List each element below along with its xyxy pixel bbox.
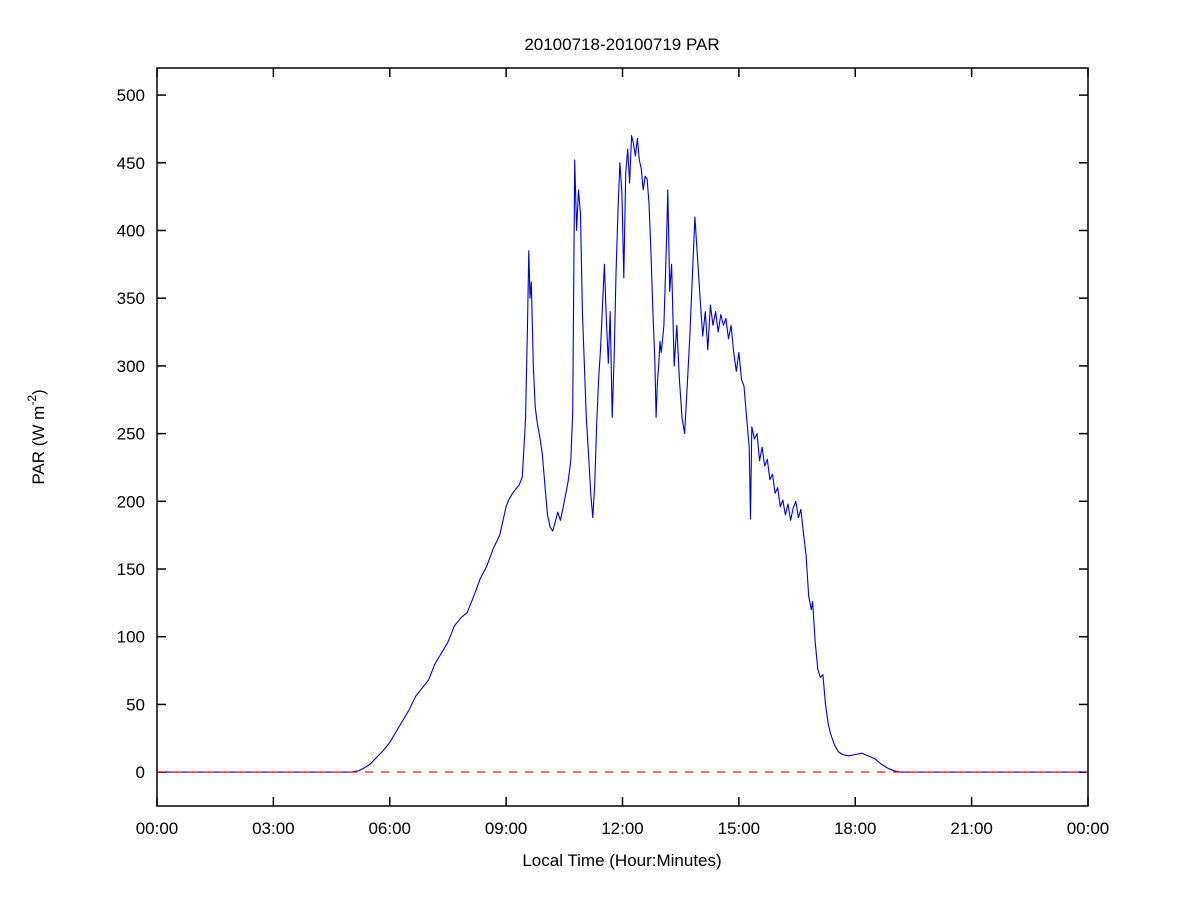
- y-tick-label: 250: [117, 425, 145, 444]
- y-axis-label-base: PAR (W m: [29, 406, 48, 485]
- y-tick-label: 300: [117, 357, 145, 376]
- series-lines: [157, 135, 1088, 773]
- y-tick-label: 0: [136, 763, 145, 782]
- y-tick-label: 500: [117, 86, 145, 105]
- chart-title: 20100718-20100719 PAR: [524, 35, 719, 54]
- x-tick-label: 00:00: [1067, 819, 1110, 838]
- y-tick-label: 150: [117, 560, 145, 579]
- y-axis-label: PAR (W m-2): [25, 389, 48, 484]
- x-tick-label: 18:00: [834, 819, 877, 838]
- y-tick-label: 100: [117, 628, 145, 647]
- y-tick-label: 50: [126, 695, 145, 714]
- series-line-par: [157, 135, 1088, 773]
- x-tick-label: 15:00: [718, 819, 761, 838]
- x-tick-label: 09:00: [485, 819, 528, 838]
- x-tick-label: 12:00: [601, 819, 644, 838]
- plot-area-border: [156, 67, 1089, 807]
- x-axis-ticks: 00:00 03:00 06:00 09:00 12:00 15:00 18:00 21:00…: [136, 68, 1110, 838]
- y-tick-label: 350: [117, 289, 145, 308]
- y-tick-label: 400: [117, 221, 145, 240]
- x-tick-label: 21:00: [950, 819, 993, 838]
- y-axis-label-superscript: -2: [25, 395, 39, 406]
- x-tick-label: 00:00: [136, 819, 179, 838]
- y-tick-label: 450: [117, 154, 145, 173]
- y-axis-ticks: 0 50 100 150 200 250 300 350 400 450 500: [117, 86, 1088, 782]
- x-axis-label: Local Time (Hour:Minutes): [522, 851, 721, 870]
- x-tick-label: 06:00: [368, 819, 411, 838]
- y-tick-label: 200: [117, 492, 145, 511]
- y-axis-label-close: ): [29, 389, 48, 395]
- x-tick-label: 03:00: [252, 819, 295, 838]
